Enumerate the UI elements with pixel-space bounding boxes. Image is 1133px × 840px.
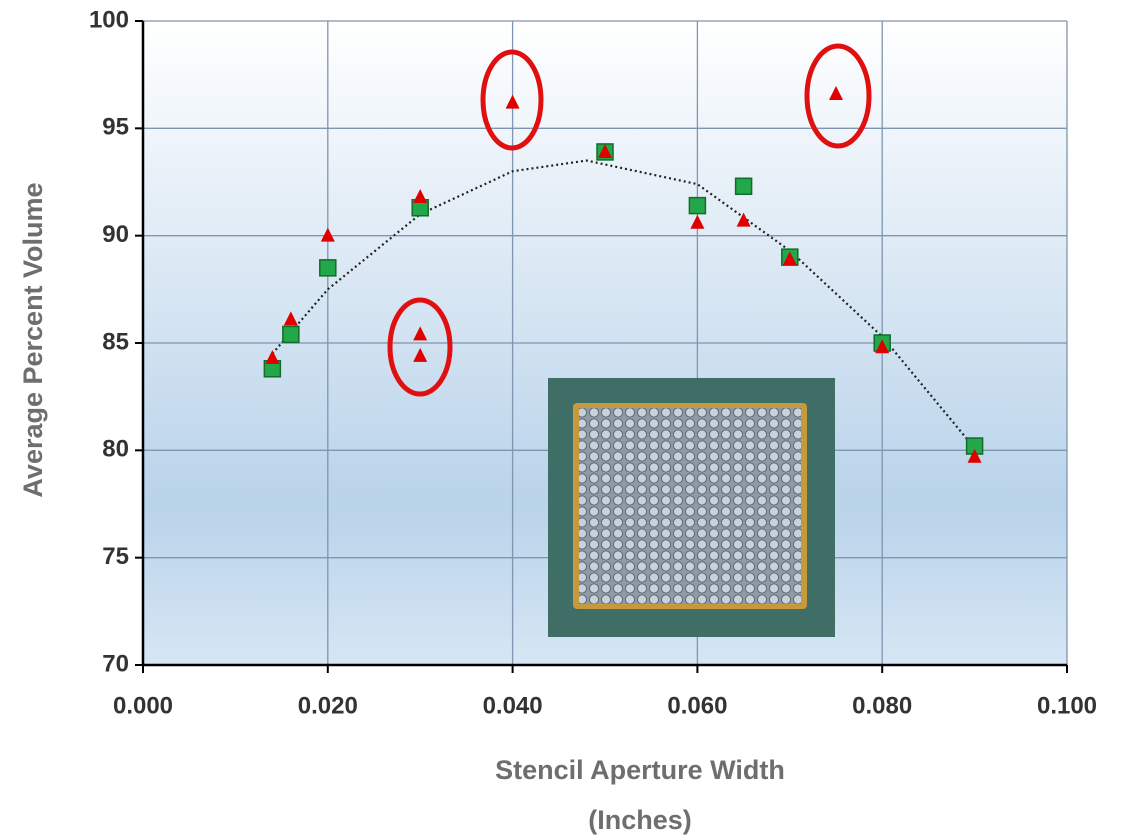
y-tick-label: 70 (102, 650, 129, 677)
square-marker (283, 326, 299, 342)
square-marker (736, 178, 752, 194)
x-tick-label: 0.020 (298, 692, 358, 719)
inset-photo (548, 378, 835, 637)
square-marker (320, 260, 336, 276)
y-tick-label: 85 (102, 328, 129, 355)
x-tick-label: 0.040 (483, 692, 543, 719)
x-axis-title: (Inches) (588, 805, 692, 835)
y-tick-label: 95 (102, 114, 129, 141)
square-marker (689, 198, 705, 214)
y-tick-label: 75 (102, 543, 129, 570)
x-tick-label: 0.080 (852, 692, 912, 719)
y-tick-label: 90 (102, 221, 129, 248)
x-axis-title: Stencil Aperture Width (495, 755, 785, 785)
x-tick-label: 0.060 (667, 692, 727, 719)
x-tick-label: 0.100 (1037, 692, 1097, 719)
chart: Stencil Aperture Width (Inches) Average … (0, 0, 1133, 840)
x-tick-label: 0.000 (113, 692, 173, 719)
y-tick-label: 80 (102, 436, 129, 463)
y-tick-label: 100 (89, 6, 129, 33)
y-axis-title: Average Percent Volume (18, 182, 48, 497)
